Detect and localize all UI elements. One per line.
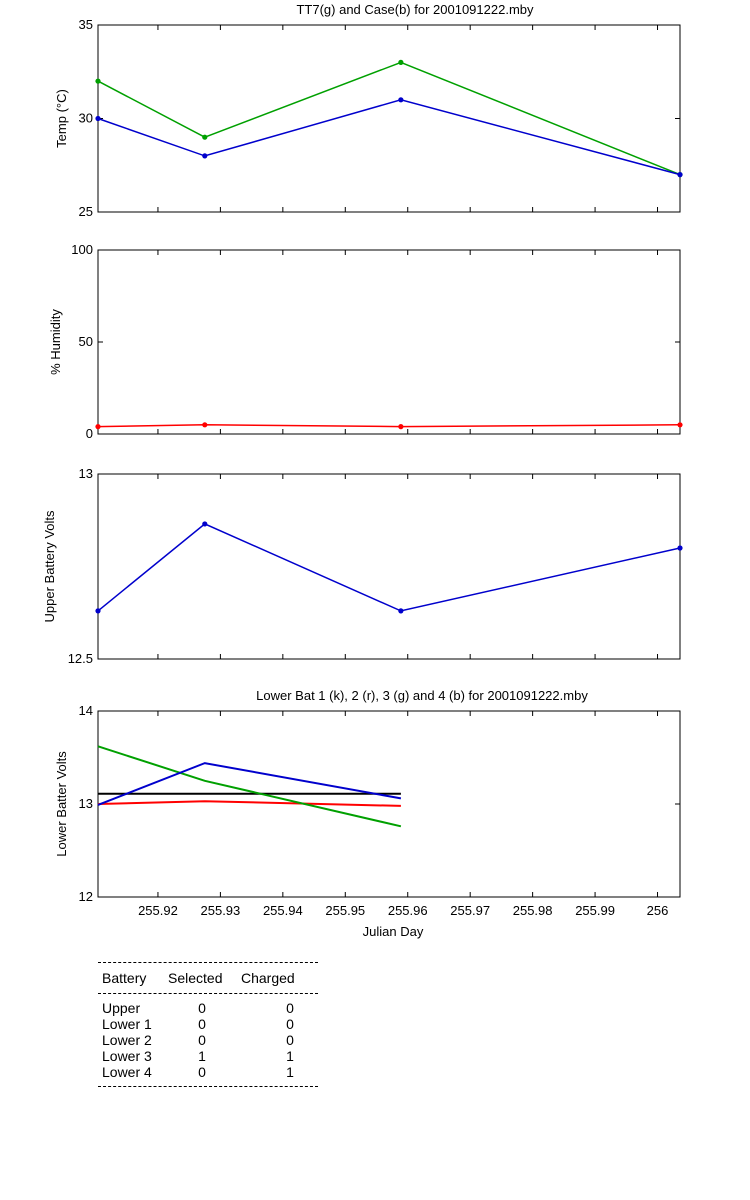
row-battery: Lower 3	[102, 1048, 152, 1064]
x-tick-label: 255.99	[575, 903, 615, 918]
row-selected: 0	[198, 1032, 206, 1048]
series-line-2	[97, 745, 402, 828]
y-tick-label: 12	[79, 889, 93, 904]
data-point	[398, 59, 404, 65]
chart-title: TT7(g) and Case(b) for 2001091222.mby	[296, 2, 534, 17]
header-charged: Charged	[241, 970, 295, 986]
x-tick-label: 255.97	[450, 903, 490, 918]
table-header-rule	[98, 993, 318, 994]
x-tick-label: 256	[647, 903, 669, 918]
row-selected: 0	[198, 1064, 206, 1080]
y-axis-label: % Humidity	[48, 309, 63, 375]
x-tick-label: 255.98	[513, 903, 553, 918]
data-point	[95, 115, 101, 122]
data-point	[398, 97, 404, 103]
table-row: Lower 2 0 0	[98, 1032, 318, 1048]
data-point	[202, 521, 208, 527]
y-axis-label: Upper Battery Volts	[42, 510, 57, 622]
table-row: Lower 3 1 1	[98, 1048, 318, 1064]
y-tick-label: 14	[79, 703, 93, 718]
series-line-1	[97, 800, 401, 807]
y-tick-label: 25	[79, 204, 93, 219]
data-point	[677, 545, 683, 551]
row-charged: 1	[286, 1064, 294, 1080]
plot-frame	[97, 24, 681, 213]
y-tick-label: 30	[79, 111, 93, 126]
row-battery: Upper	[102, 1000, 141, 1016]
plot-frame	[97, 249, 681, 435]
row-charged: 0	[286, 1016, 294, 1032]
x-tick-label: 255.92	[138, 903, 178, 918]
y-tick-label: 13	[79, 466, 93, 481]
x-tick-label: 255.95	[325, 903, 365, 918]
row-battery: Lower 2	[102, 1032, 152, 1048]
battery-table: Battery Selected Charged Upper 0 0 Lower…	[98, 962, 318, 1087]
data-point	[95, 78, 101, 84]
y-axis-label: Temp (°C)	[54, 89, 69, 148]
y-tick-label: 50	[79, 334, 93, 349]
row-battery: Lower 4	[102, 1064, 152, 1080]
series-line-0	[97, 424, 681, 428]
data-point	[677, 422, 683, 428]
row-charged: 0	[286, 1000, 294, 1016]
table-bottom-rule	[98, 1086, 318, 1087]
y-axis-label: Lower Batter Volts	[54, 751, 69, 857]
series-line-3	[97, 762, 402, 806]
row-charged: 0	[286, 1032, 294, 1048]
y-tick-label: 0	[86, 426, 93, 441]
data-point	[398, 608, 404, 614]
x-axis-label: Julian Day	[363, 924, 424, 939]
x-tick-label: 255.93	[201, 903, 241, 918]
header-battery: Battery	[102, 970, 147, 986]
data-point	[202, 134, 208, 140]
data-point	[202, 153, 208, 159]
series-line-0	[97, 61, 681, 176]
y-tick-label: 12.5	[68, 651, 93, 666]
series-line-1	[97, 99, 681, 176]
data-point	[398, 424, 404, 430]
plot-frame	[97, 710, 681, 898]
y-tick-label: 13	[79, 796, 93, 811]
table-top-rule	[98, 962, 318, 963]
data-point	[202, 422, 208, 428]
x-tick-label: 255.96	[388, 903, 428, 918]
row-selected: 0	[198, 1016, 206, 1032]
y-tick-label: 35	[79, 17, 93, 32]
data-point	[677, 172, 683, 178]
x-tick-label: 255.94	[263, 903, 303, 918]
row-selected: 0	[198, 1000, 206, 1016]
series-line-0	[97, 523, 681, 612]
data-point	[95, 424, 101, 430]
y-tick-label: 100	[71, 242, 93, 257]
table-row: Lower 4 0 1	[98, 1064, 318, 1080]
table-header-row: Battery Selected Charged	[98, 963, 318, 993]
row-battery: Lower 1	[102, 1016, 152, 1032]
chart-title: Lower Bat 1 (k), 2 (r), 3 (g) and 4 (b) …	[256, 688, 588, 703]
row-charged: 1	[286, 1048, 294, 1064]
table-row: Upper 0 0	[98, 1000, 318, 1016]
table-row: Lower 1 0 0	[98, 1016, 318, 1032]
data-point	[95, 608, 101, 614]
row-selected: 1	[198, 1048, 206, 1064]
header-selected: Selected	[168, 970, 223, 986]
plot-frame	[97, 473, 681, 660]
